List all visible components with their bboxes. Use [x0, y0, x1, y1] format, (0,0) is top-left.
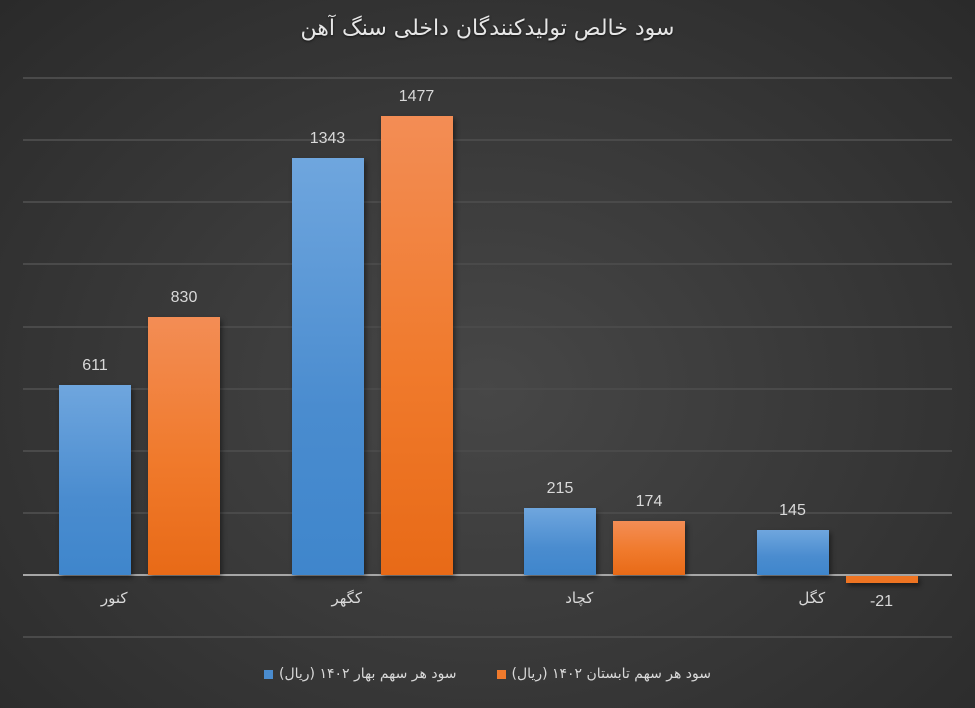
bar-spring-2[interactable]	[524, 508, 596, 575]
legend-swatch-orange-icon	[496, 669, 506, 679]
gridline	[23, 512, 952, 514]
data-label: 145	[779, 501, 806, 519]
bar-spring-1[interactable]	[291, 157, 364, 575]
legend-item-spring: سود هر سهم بهار ۱۴۰۲ (ریال)	[264, 666, 457, 682]
legend: سود هر سهم تابستان ۱۴۰۲ (ریال) سود هر سه…	[0, 666, 975, 682]
bar-spring-3[interactable]	[756, 529, 829, 575]
data-label: 611	[82, 357, 108, 375]
gridline	[23, 388, 952, 390]
data-label: 1343	[309, 129, 346, 147]
gridline	[23, 263, 952, 265]
category-label: کگهر	[331, 589, 363, 607]
bar-summer-3[interactable]	[845, 576, 918, 583]
legend-item-summer: سود هر سهم تابستان ۱۴۰۲ (ریال)	[496, 666, 712, 682]
gridline	[23, 326, 952, 328]
gridline	[23, 636, 952, 638]
chart-title: سود خالص تولیدکنندگان داخلی سنگ آهن	[300, 16, 675, 41]
category-label: کنور	[100, 589, 128, 607]
bar-spring-0[interactable]	[59, 385, 131, 575]
category-label: کچاد	[565, 589, 594, 607]
data-label: -21	[869, 593, 894, 610]
gridline	[23, 201, 952, 203]
data-label: 1477	[398, 88, 435, 106]
gridline	[23, 450, 952, 452]
category-label: کگل	[798, 589, 826, 607]
zero-axis-line	[23, 574, 952, 576]
legend-label-spring: سود هر سهم بهار ۱۴۰۲ (ریال)	[279, 666, 457, 682]
data-label: 830	[170, 289, 198, 307]
bar-summer-2[interactable]	[613, 520, 685, 575]
bar-summer-0[interactable]	[148, 317, 220, 575]
data-label: 174	[635, 492, 663, 510]
bar-summer-1[interactable]	[380, 116, 453, 575]
legend-swatch-blue-icon	[264, 669, 273, 679]
legend-label-summer: سود هر سهم تابستان ۱۴۰۲ (ریال)	[511, 666, 712, 682]
data-label: 215	[546, 480, 574, 498]
gridline	[23, 77, 952, 79]
gridline	[23, 139, 952, 141]
